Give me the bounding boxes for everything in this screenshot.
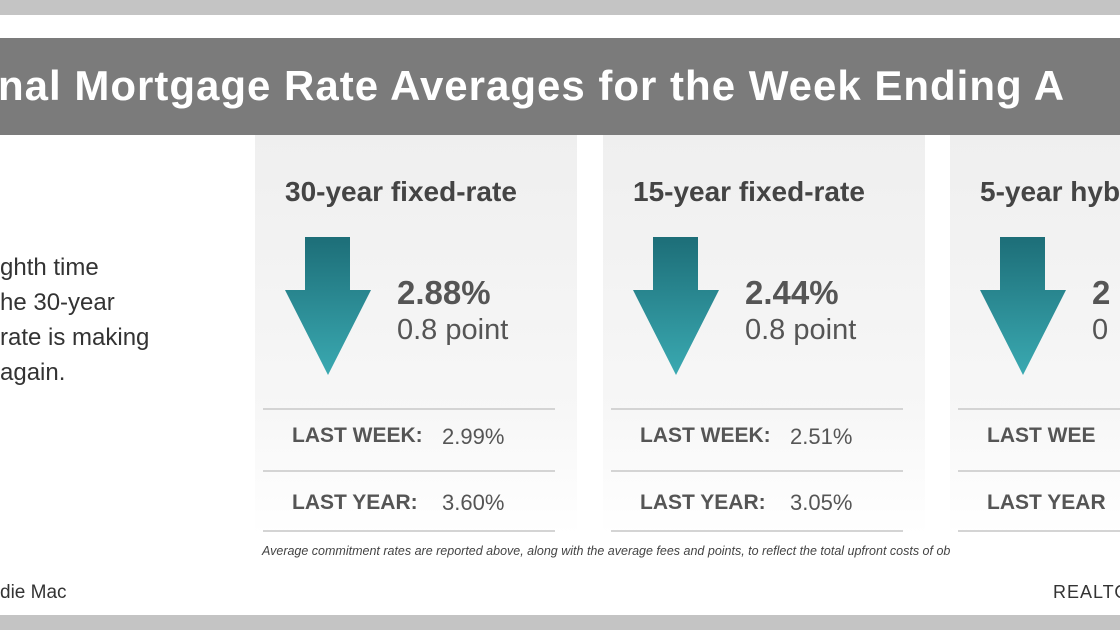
intro-line: he 30-year <box>0 289 115 316</box>
intro-line: again. <box>0 359 66 386</box>
divider <box>611 530 903 532</box>
divider <box>958 408 1120 410</box>
down-arrow <box>285 237 371 375</box>
change: 0.8 point <box>745 314 857 346</box>
intro-text: ghth time he 30-year rate is making again. <box>0 250 149 390</box>
divider <box>958 530 1120 532</box>
divider <box>958 470 1120 472</box>
divider <box>263 408 555 410</box>
divider <box>263 530 555 532</box>
last-week-label: LAST WEEK: <box>292 424 423 447</box>
last-week-value: 2.51% <box>790 424 853 449</box>
divider <box>611 408 903 410</box>
divider <box>263 470 555 472</box>
header-bar <box>0 38 1120 135</box>
rate: 2.44% <box>745 274 839 311</box>
source: die Mac <box>0 582 67 603</box>
top-bar <box>0 0 1120 15</box>
last-year-label: LAST YEAR <box>987 491 1106 514</box>
header-title: nal Mortgage Rate Averages for the Week … <box>0 62 1066 109</box>
last-year-value: 3.60% <box>442 490 505 515</box>
intro-line: rate is making <box>0 324 150 351</box>
last-year-value: 3.05% <box>790 490 853 515</box>
down-arrow <box>633 237 719 375</box>
change: 0 <box>1092 314 1109 346</box>
brand: REALTO <box>1053 582 1120 602</box>
bottom-bar <box>0 615 1120 630</box>
card-title: 30-year fixed-rate <box>285 176 517 207</box>
down-arrow <box>980 237 1066 375</box>
last-week-label: LAST WEE <box>987 424 1096 447</box>
last-year-label: LAST YEAR: <box>640 491 766 514</box>
card-title: 5-year hyb <box>980 176 1120 207</box>
rate: 2 <box>1092 274 1111 311</box>
change: 0.8 point <box>397 314 509 346</box>
last-year-label: LAST YEAR: <box>292 491 418 514</box>
rate: 2.88% <box>397 274 491 311</box>
footnote: Average commitment rates are reported ab… <box>262 544 951 558</box>
last-week-value: 2.99% <box>442 424 505 449</box>
divider <box>611 470 903 472</box>
intro-line: ghth time <box>0 254 99 281</box>
last-week-label: LAST WEEK: <box>640 424 771 447</box>
card-title: 15-year fixed-rate <box>633 176 865 207</box>
